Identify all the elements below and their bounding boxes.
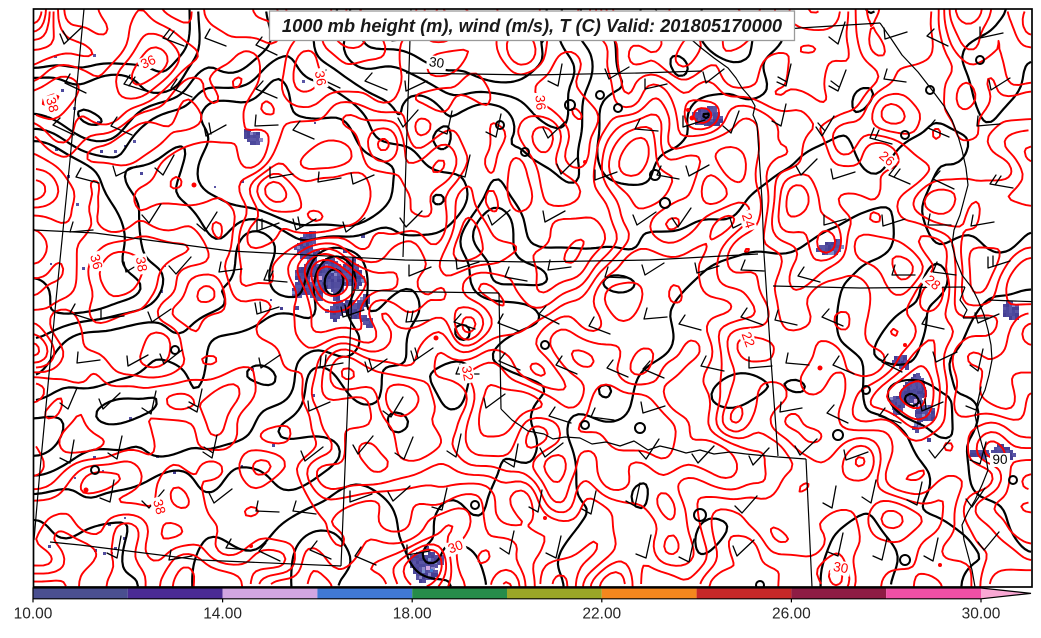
svg-text:18.00: 18.00 (393, 606, 432, 623)
svg-text:30: 30 (446, 537, 465, 556)
svg-text:36: 36 (532, 94, 548, 110)
svg-text:24: 24 (739, 211, 758, 230)
svg-text:1000 mb height (m), wind (m/s): 1000 mb height (m), wind (m/s), T (C) Va… (282, 15, 782, 36)
svg-text:22: 22 (739, 330, 758, 349)
svg-text:10.00: 10.00 (14, 606, 53, 623)
svg-text:90: 90 (992, 452, 1007, 467)
svg-text:26.00: 26.00 (772, 606, 811, 623)
svg-text:36: 36 (138, 52, 158, 72)
svg-text:30: 30 (832, 559, 849, 576)
svg-text:32: 32 (459, 365, 476, 382)
svg-text:30: 30 (428, 54, 445, 71)
svg-text:14.00: 14.00 (203, 606, 242, 623)
svg-text:38: 38 (133, 256, 150, 273)
svg-text:36: 36 (312, 70, 329, 87)
svg-text:38: 38 (43, 96, 61, 114)
svg-text:28: 28 (922, 272, 943, 293)
svg-text:22.00: 22.00 (582, 606, 621, 623)
svg-text:30.00: 30.00 (962, 606, 1001, 623)
svg-text:26: 26 (876, 148, 897, 169)
svg-text:36: 36 (87, 253, 105, 271)
svg-text:38: 38 (150, 498, 168, 516)
